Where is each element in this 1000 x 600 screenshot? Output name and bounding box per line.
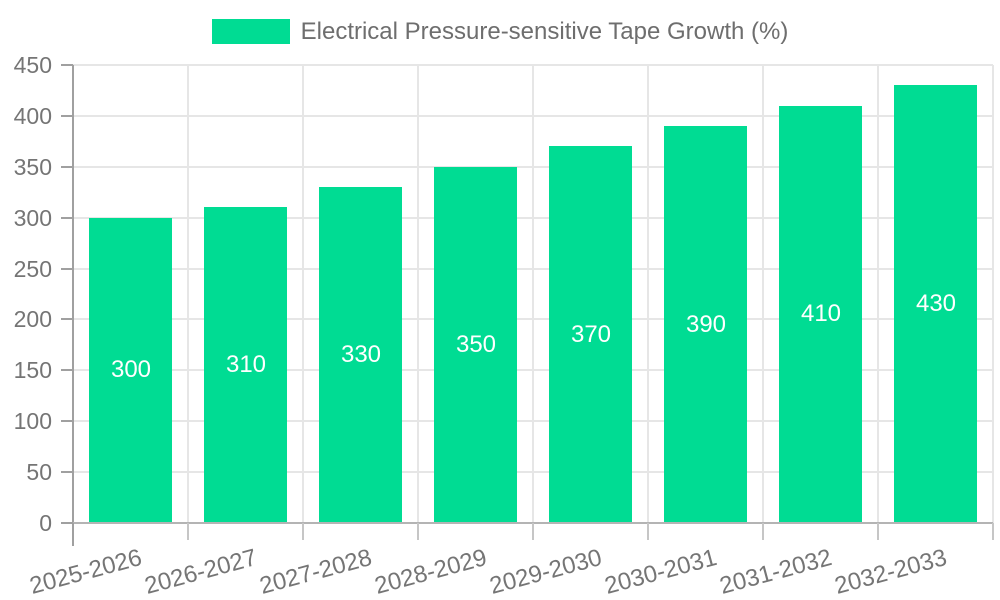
- x-tick: [647, 523, 649, 540]
- y-tick-label: 350: [13, 154, 52, 180]
- x-tick: [187, 523, 189, 540]
- bar: [434, 167, 517, 523]
- bar: [549, 146, 632, 523]
- y-tick-label: 100: [13, 408, 52, 434]
- bar-value-label: 350: [455, 331, 497, 358]
- bar-value-label: 300: [110, 356, 152, 383]
- bar-value-label: 430: [915, 290, 957, 317]
- y-tick: [61, 420, 73, 422]
- x-tick: [877, 523, 879, 540]
- y-tick: [61, 115, 73, 117]
- legend-swatch: [211, 19, 290, 44]
- x-tick: [72, 523, 74, 546]
- y-tick: [61, 369, 73, 371]
- y-tick: [61, 471, 73, 473]
- y-tick: [61, 268, 73, 270]
- x-tick: [417, 523, 419, 540]
- category-boundary-gridline: [532, 65, 534, 523]
- y-tick-label: 400: [13, 103, 52, 129]
- legend: Electrical Pressure-sensitive Tape Growt…: [0, 19, 1000, 44]
- bar-value-label: 390: [685, 311, 727, 338]
- category-boundary-gridline: [992, 65, 994, 523]
- category-boundary-gridline: [302, 65, 304, 523]
- x-tick: [532, 523, 534, 540]
- bar: [319, 187, 402, 523]
- bar: [894, 85, 977, 523]
- y-tick: [61, 64, 73, 66]
- category-boundary-gridline: [417, 65, 419, 523]
- bar: [779, 106, 862, 523]
- y-tick-label: 0: [39, 510, 52, 536]
- bar: [89, 218, 172, 523]
- category-boundary-gridline: [187, 65, 189, 523]
- category-boundary-gridline: [877, 65, 879, 523]
- y-tick-label: 50: [26, 459, 52, 485]
- y-tick: [61, 217, 73, 219]
- y-tick-label: 200: [13, 306, 52, 332]
- bar: [664, 126, 747, 523]
- bar-value-label: 410: [800, 300, 842, 327]
- y-tick-label: 250: [13, 256, 52, 282]
- bar-value-label: 310: [225, 351, 267, 378]
- y-tick: [61, 522, 73, 524]
- y-tick-label: 300: [13, 205, 52, 231]
- y-tick: [61, 166, 73, 168]
- y-tick-label: 150: [13, 357, 52, 383]
- bar-value-label: 330: [340, 341, 382, 368]
- y-axis-line: [72, 65, 74, 523]
- bar: [204, 207, 287, 523]
- x-tick: [762, 523, 764, 540]
- category-boundary-gridline: [647, 65, 649, 523]
- bar-value-label: 370: [570, 321, 612, 348]
- y-tick: [61, 318, 73, 320]
- legend-label: Electrical Pressure-sensitive Tape Growt…: [300, 18, 789, 45]
- y-tick-label: 450: [13, 52, 52, 78]
- x-tick: [302, 523, 304, 540]
- x-tick: [992, 523, 994, 540]
- category-boundary-gridline: [762, 65, 764, 523]
